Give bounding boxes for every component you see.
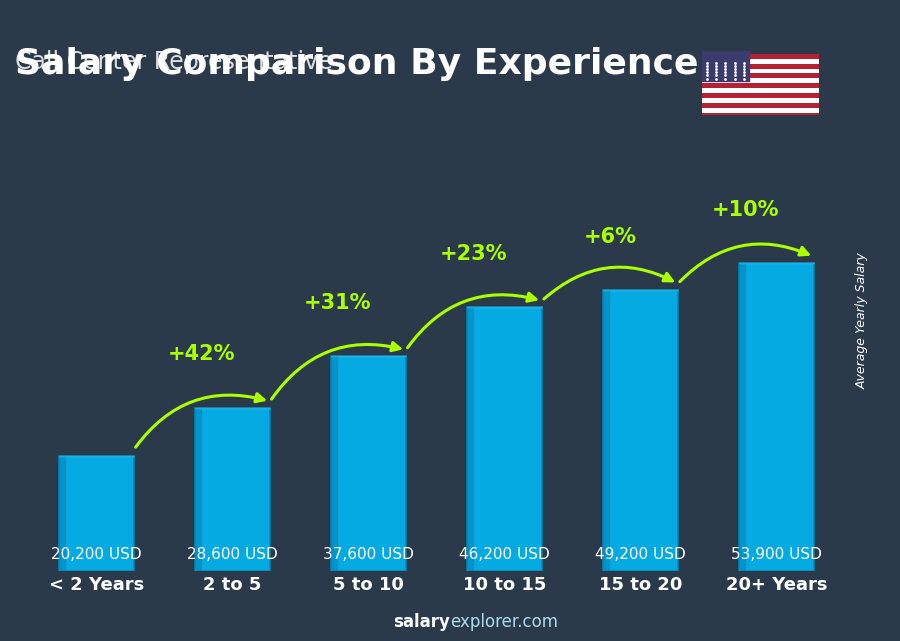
Bar (702, 51, 749, 81)
Text: 49,200 USD: 49,200 USD (595, 547, 686, 562)
Bar (702, 113, 819, 118)
Text: +42%: +42% (168, 344, 236, 365)
Text: +31%: +31% (304, 293, 372, 313)
Bar (702, 63, 819, 69)
Bar (702, 69, 819, 74)
Text: Salary Comparison By Experience: Salary Comparison By Experience (15, 47, 698, 81)
Text: +6%: +6% (583, 227, 636, 247)
FancyArrowPatch shape (272, 342, 400, 399)
Polygon shape (467, 307, 473, 571)
Bar (467, 307, 542, 571)
FancyArrowPatch shape (136, 394, 264, 447)
Polygon shape (59, 456, 65, 571)
Text: 20,200 USD: 20,200 USD (51, 547, 142, 562)
Bar (702, 59, 819, 63)
Bar (702, 54, 819, 59)
FancyArrowPatch shape (680, 244, 808, 281)
Polygon shape (603, 290, 609, 571)
Text: 37,600 USD: 37,600 USD (323, 547, 414, 562)
Bar (603, 290, 678, 571)
Bar (195, 408, 270, 571)
Bar (702, 88, 819, 93)
Text: +23%: +23% (440, 244, 508, 264)
Text: 53,900 USD: 53,900 USD (731, 547, 822, 562)
Bar (702, 83, 819, 88)
Bar (702, 103, 819, 108)
Text: explorer.com: explorer.com (450, 613, 558, 631)
Polygon shape (331, 356, 338, 571)
FancyArrowPatch shape (544, 267, 672, 299)
Text: 46,200 USD: 46,200 USD (459, 547, 550, 562)
Bar (739, 263, 814, 571)
Text: salary: salary (393, 613, 450, 631)
Text: Average Yearly Salary: Average Yearly Salary (856, 252, 868, 389)
Bar (702, 74, 819, 78)
Bar (331, 356, 406, 571)
FancyArrowPatch shape (408, 293, 536, 347)
Bar (702, 108, 819, 113)
Bar (702, 78, 819, 83)
Text: +10%: +10% (712, 200, 779, 220)
Polygon shape (195, 408, 201, 571)
Polygon shape (739, 263, 745, 571)
Bar (702, 98, 819, 103)
Text: Call Center Representative: Call Center Representative (15, 51, 333, 74)
Bar (59, 456, 134, 571)
Bar (702, 93, 819, 98)
Text: 28,600 USD: 28,600 USD (187, 547, 278, 562)
